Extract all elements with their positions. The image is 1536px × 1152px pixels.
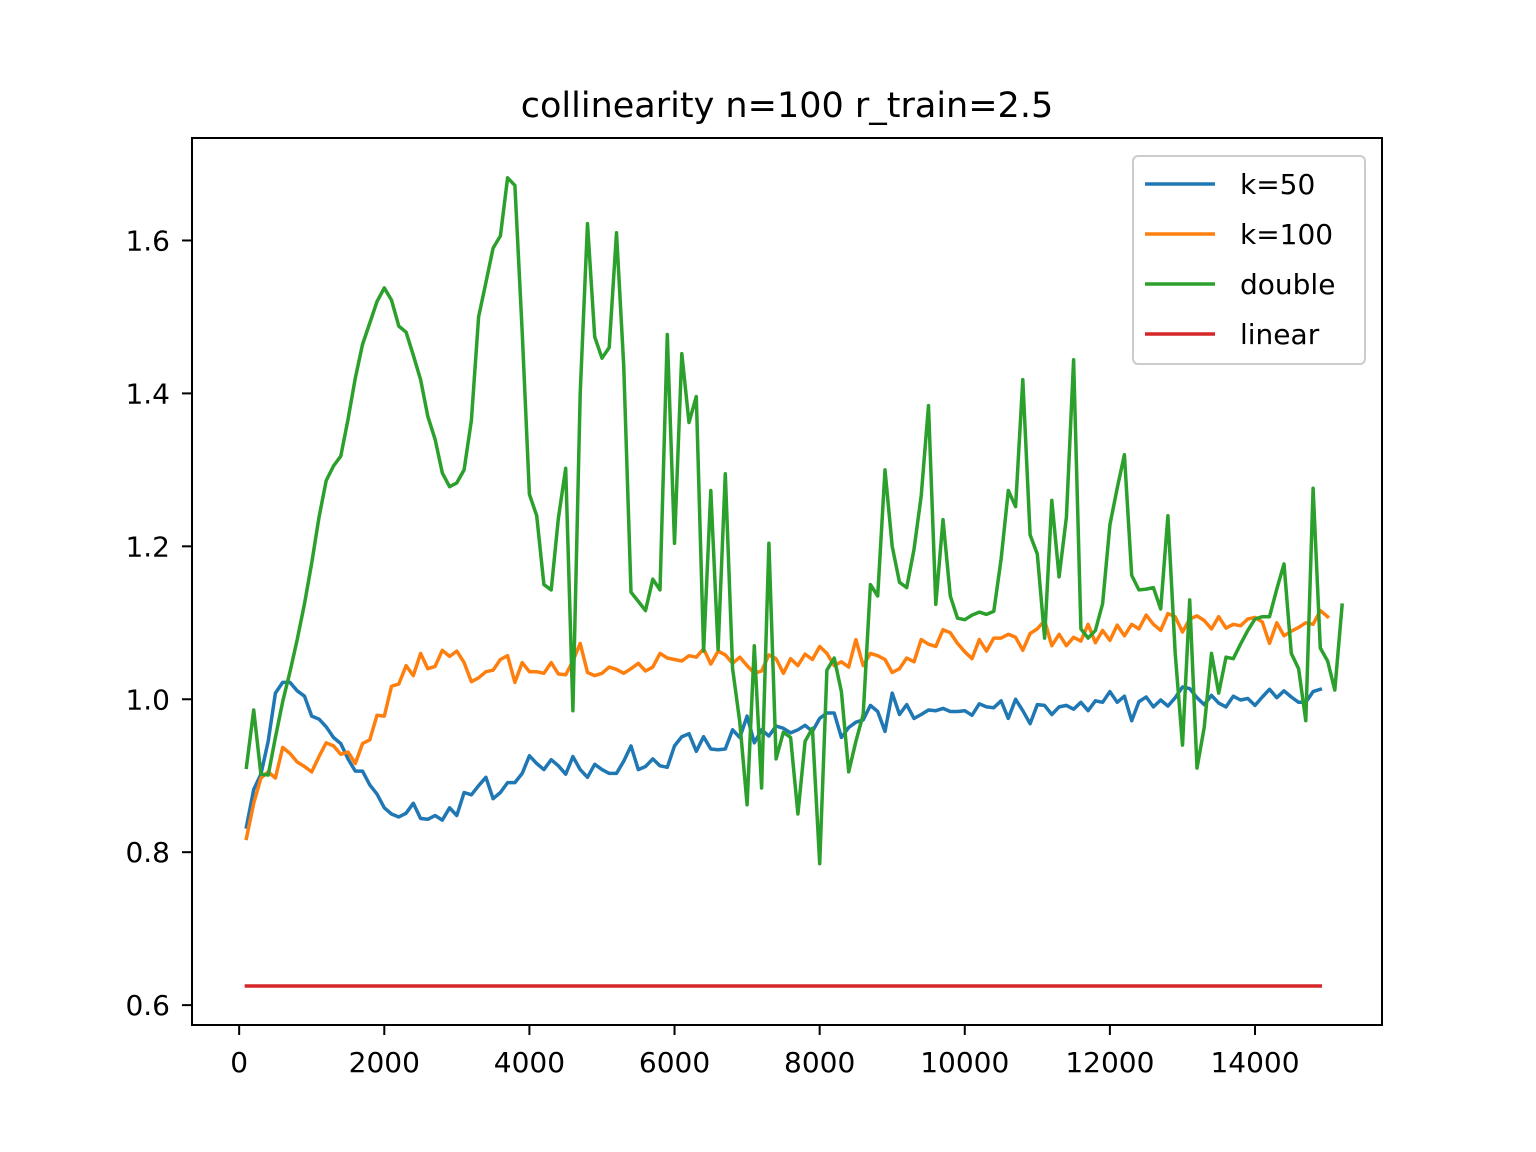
legend-label: double [1240,268,1335,301]
legend-label: k=50 [1240,168,1315,201]
y-tick-label: 1.6 [125,224,170,257]
x-tick-label: 2000 [349,1046,420,1079]
y-axis: 0.6 0.8 1.0 1.2 1.4 1.6 [125,224,192,1022]
series-line-k-50 [244,680,1323,830]
x-tick-label: 0 [230,1046,248,1079]
y-tick-label: 1.0 [125,683,170,716]
series-line-k-100 [244,608,1331,841]
x-tick-label: 12000 [1065,1046,1154,1079]
x-tick-label: 10000 [920,1046,1009,1079]
plot-frame [191,137,1383,1026]
y-tick-label: 0.6 [125,989,170,1022]
x-tick-label: 8000 [784,1046,855,1079]
y-tick-label: 0.8 [125,836,170,869]
legend-label: k=100 [1240,218,1333,251]
legend-label: linear [1240,318,1320,351]
chart-title: collinearity n=100 r_train=2.5 [521,86,1053,126]
x-tick-label: 6000 [639,1046,710,1079]
legend-frame [1132,155,1366,365]
series-line-double [244,176,1344,866]
y-tick-label: 1.2 [125,530,170,563]
x-tick-label: 14000 [1210,1046,1299,1079]
x-tick-label: 4000 [494,1046,565,1079]
series-layer [244,176,1344,988]
y-tick-label: 1.4 [125,377,170,410]
x-axis: 0 2000 4000 6000 8000 10000 12000 14000 [230,1025,1300,1079]
legend: k=50 k=100 double linear [1132,155,1366,365]
